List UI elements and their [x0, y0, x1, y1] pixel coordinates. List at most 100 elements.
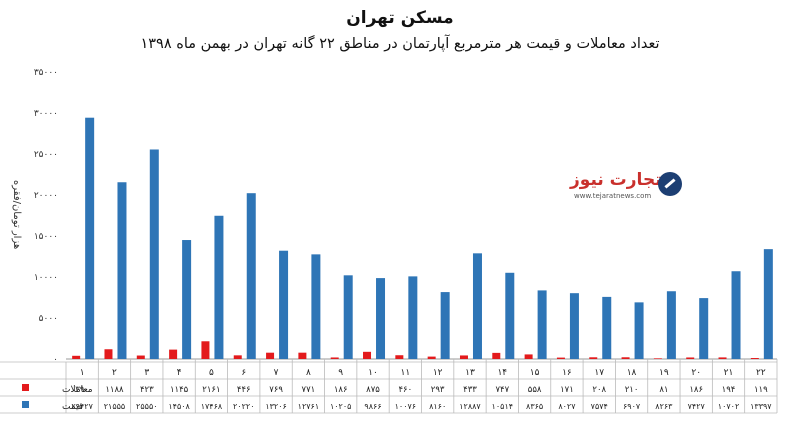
bar-transactions: [556, 357, 565, 359]
y-tick-label: ۱۵۰۰۰: [34, 232, 58, 242]
bar-price: [343, 275, 353, 359]
bar-price: [408, 276, 418, 359]
bar-transactions: [750, 358, 759, 359]
y-axis-label: هزار تومان/فقره: [11, 180, 22, 250]
category-label: ۹: [338, 368, 343, 378]
bar-price: [117, 182, 127, 359]
category-label: ۱۷: [594, 368, 604, 378]
bar-price: [569, 293, 579, 359]
bar-price: [376, 278, 386, 359]
bar-price: [279, 250, 289, 359]
table-cell-transactions: ۲۹۳: [431, 385, 445, 395]
table-cell-transactions: ۴۳۳: [463, 385, 477, 395]
y-tick-label: ۲۵۰۰۰: [34, 150, 58, 160]
bar-price: [440, 292, 450, 359]
legend-label-transactions: معاملات: [62, 385, 93, 395]
category-label: ۱۶: [562, 368, 572, 378]
table-cell-transactions: ۲۱۶۱: [202, 385, 220, 395]
bar-price: [763, 249, 773, 359]
table-cell-price: ۸۰۲۷: [558, 402, 576, 411]
bar-price: [214, 215, 224, 359]
bar-transactions: [395, 355, 404, 359]
table-cell-transactions: ۱۸۶: [334, 385, 348, 395]
table-cell-transactions: ۷۷۱: [302, 385, 316, 395]
brand-name: تجارت نیوز: [570, 170, 662, 190]
chart-title: مسکن تهران: [346, 8, 454, 28]
brand-url: www.tejaratnews.com: [574, 192, 652, 200]
bar-price: [149, 149, 159, 359]
table-cell-price: ۸۳۶۵: [526, 402, 543, 411]
category-label: ۱۹: [659, 368, 669, 378]
bar-price: [666, 291, 676, 359]
table-cell-price: ۱۰۰۷۶: [395, 402, 416, 411]
category-label: ۱۳: [465, 368, 475, 378]
bar-transactions: [589, 357, 598, 359]
bar-transactions: [233, 355, 242, 359]
category-label: ۱۲: [433, 368, 443, 378]
table-cell-price: ۲۵۵۵۰: [136, 402, 157, 411]
table-cell-price: ۱۰۷۰۲: [718, 402, 739, 411]
y-tick-label: ۵۰۰۰: [39, 314, 58, 324]
bar-transactions: [169, 349, 178, 359]
table-cell-price: ۱۴۵۰۸: [168, 402, 190, 411]
table-cell-transactions: ۴۴۶: [237, 385, 251, 395]
table-cell-transactions: ۴۶۰: [398, 385, 412, 395]
category-label: ۲۲: [756, 368, 766, 378]
y-tick-label: ۱۰۰۰۰: [34, 273, 58, 283]
category-label: ۲۱: [724, 368, 734, 378]
legend-swatch-price: [22, 401, 29, 408]
category-label: ۲۰: [691, 368, 701, 378]
table-cell-price: ۸۱۶۰: [429, 402, 446, 411]
table-cell-price: ۱۳۳۹۷: [750, 402, 772, 411]
bar-transactions: [718, 357, 727, 359]
chart-subtitle: تعداد معاملات و قیمت هر مترمربع آپارتمان…: [140, 36, 660, 52]
bar-price: [85, 117, 95, 359]
legend-swatch-transactions: [22, 384, 29, 391]
table-cell-transactions: ۴۲۳: [140, 385, 154, 395]
bar-transactions: [492, 352, 501, 359]
y-tick-label: ۳۰۰۰۰: [34, 109, 58, 119]
bar-price: [505, 272, 515, 359]
bar-price: [731, 271, 741, 359]
table-cell-transactions: ۱۹۴: [722, 385, 736, 395]
y-tick-label: ۲۰۰۰۰: [34, 191, 58, 201]
bar-transactions: [104, 349, 113, 359]
bar-transactions: [459, 355, 468, 359]
table-cell-price: ۷۵۷۴: [591, 402, 608, 411]
table-cell-price: ۷۴۲۷: [688, 402, 706, 411]
table-cell-transactions: ۸۷۵: [366, 385, 380, 395]
category-label: ۱: [80, 368, 85, 378]
table-cell-transactions: ۲۱۰: [625, 385, 639, 395]
table-cell-transactions: ۱۷۱: [560, 385, 574, 395]
bar-price: [602, 296, 612, 359]
bar-transactions: [201, 341, 210, 359]
table-cell-price: ۸۲۶۳: [655, 402, 673, 411]
category-label: ۱۱: [401, 368, 411, 378]
table-cell-price: ۱۲۷۶۱: [298, 402, 319, 411]
bar-price: [311, 254, 321, 359]
bar-transactions: [621, 357, 630, 359]
bar-price: [246, 193, 256, 359]
bar-price: [472, 253, 482, 359]
table-cell-price: ۱۲۸۸۷: [459, 402, 481, 411]
table-cell-transactions: ۵۵۸: [528, 385, 542, 395]
bar-transactions: [686, 357, 695, 359]
category-label: ۵: [209, 368, 214, 378]
legend-label-price: قیمت: [62, 402, 83, 412]
category-label: ۶: [241, 368, 246, 378]
table-cell-price: ۱۳۲۰۶: [265, 402, 286, 411]
category-label: ۱۵: [530, 368, 540, 378]
category-label: ۸: [306, 368, 311, 378]
table-cell-price: ۱۰۵۱۴: [492, 402, 513, 411]
bar-price: [537, 290, 547, 359]
table-cell-transactions: ۱۱۸۸: [105, 385, 124, 395]
bar-transactions: [72, 355, 81, 359]
bar-price: [182, 240, 192, 359]
table-cell-price: ۲۹۴۲۷: [71, 402, 93, 411]
table-cell-transactions: ۷۴۷: [495, 385, 509, 395]
category-label: ۱۸: [627, 368, 637, 378]
bar-transactions: [363, 351, 372, 359]
category-label: ۲: [112, 368, 117, 378]
category-label: ۳: [144, 368, 149, 378]
